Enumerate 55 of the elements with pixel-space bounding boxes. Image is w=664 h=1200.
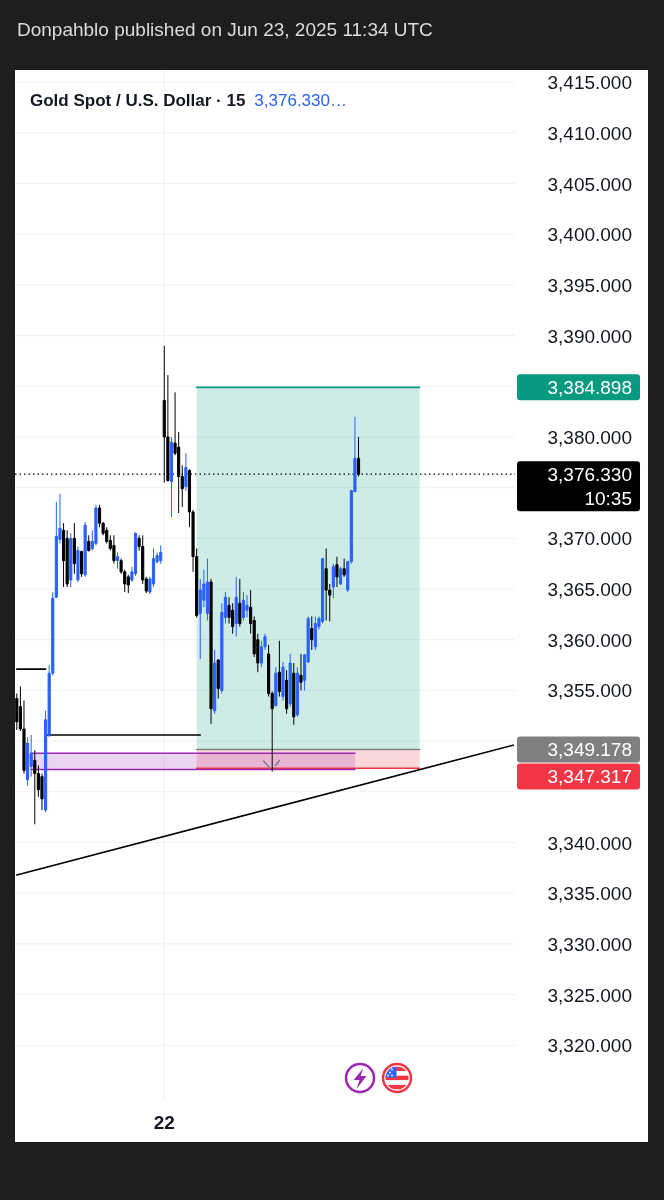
candlestick: [299, 653, 303, 691]
candlestick: [292, 662, 296, 726]
candlestick: [184, 452, 188, 492]
y-tick-label: 3,330.000: [547, 933, 632, 955]
text: Gold Spot / U.S. Dollar · 15: [30, 91, 246, 110]
y-tick-label: 3,380.000: [547, 426, 632, 448]
candlestick: [324, 548, 328, 621]
candlestick: [234, 576, 238, 638]
y-tick-label: 3,390.000: [547, 325, 632, 347]
chart-subtitle: Donpahblo published on Jun 23, 2025 11:34 UTC: [17, 19, 433, 40]
y-tick-label: 3,410.000: [547, 122, 632, 144]
candlestick: [72, 522, 76, 575]
y-tick-label: 3,335.000: [547, 882, 632, 904]
x-tick-label: 22: [153, 1111, 175, 1133]
candlestick: [281, 661, 285, 702]
ref-line-label: 3,376.330 10:35: [547, 463, 632, 509]
candlestick: [288, 653, 292, 708]
candlestick: [241, 591, 245, 621]
y-tick-label: 3,370.000: [547, 527, 632, 549]
candlestick: [162, 345, 166, 484]
text: 3,384.898: [547, 376, 632, 398]
y-tick-label: 3,340.000: [547, 832, 632, 853]
y-tick-label: 3,355.000: [547, 679, 632, 701]
candlestick: [112, 534, 116, 565]
candlestick: [209, 578, 213, 725]
candlestick: [33, 749, 37, 825]
y-tick-label: 3,400.000: [547, 223, 632, 245]
candlestick: [277, 640, 281, 698]
candlestick: [87, 534, 91, 553]
candlestick: [126, 574, 130, 594]
text: 3,347.317: [547, 765, 632, 787]
candlestick: [115, 552, 120, 570]
candlestick: [342, 558, 346, 578]
y-tick-label: 3,395.000: [547, 274, 632, 296]
y-tick-label: 3,405.000: [547, 173, 632, 195]
candlestick: [61, 522, 66, 588]
candlestick: [159, 544, 163, 565]
candlestick: [356, 436, 361, 478]
candlestick: [205, 558, 210, 621]
y-tick-label: 3,320.000: [547, 1034, 632, 1056]
candlestick: [274, 666, 278, 708]
candlestick: [245, 594, 249, 618]
y-tick-label: 3,365.000: [547, 578, 632, 600]
candlestick: [238, 578, 242, 628]
y-tick-label: 3,325.000: [547, 984, 632, 1006]
y-tick-label: 3,415.000: [547, 71, 632, 93]
text: 3,349.178: [547, 738, 632, 760]
y-tick-label: 3,360.000: [547, 629, 632, 651]
candlestick: [335, 556, 339, 588]
candlestick: [331, 563, 335, 599]
candlestick: [169, 436, 174, 518]
candlestick: [83, 521, 87, 578]
candlestick: [310, 615, 314, 651]
annotation: 3,376.330…: [254, 91, 347, 110]
candlestick: [76, 545, 80, 583]
